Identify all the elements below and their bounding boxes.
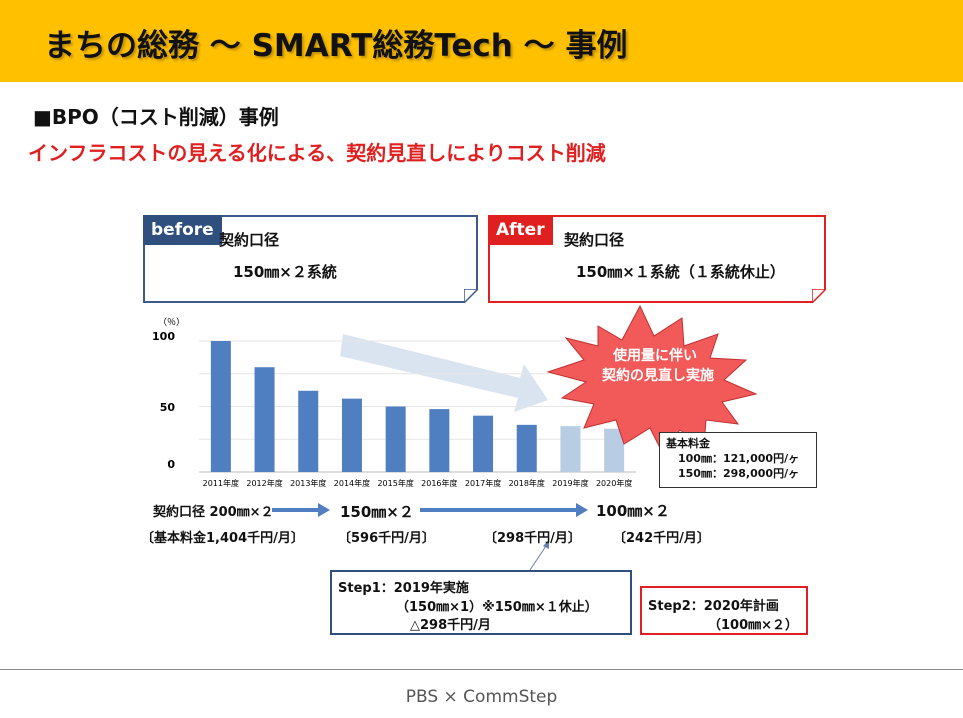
- timeline-cost4: 〔242千円/月〕: [613, 531, 710, 546]
- footer-text: PBS × CommStep: [405, 687, 558, 707]
- timeline-cost1: 〔基本料金1,404千円/月〕: [141, 531, 304, 546]
- chart-bar: [604, 428, 625, 472]
- y-unit-label: （％）: [158, 317, 185, 328]
- before-value: 150㎜×２系統: [233, 263, 337, 281]
- timeline-arrow-1-icon: [272, 503, 330, 517]
- x-tick-label: 2011年度: [203, 478, 239, 488]
- y-tick-label: 100: [152, 330, 175, 343]
- before-card: before 契約口径 150㎜×２系統: [143, 215, 478, 303]
- y-tick-label: 50: [160, 401, 176, 414]
- trend-arrow-icon: [340, 334, 548, 412]
- x-tick-label: 2017年度: [465, 478, 501, 488]
- chart-bar: [298, 390, 319, 472]
- timeline-cost2: 〔596千円/月〕: [338, 531, 435, 546]
- chart-bar: [210, 341, 231, 472]
- timeline-cost3: 〔298千円/月〕: [484, 531, 581, 546]
- page-fold-icon: [464, 289, 478, 303]
- timeline-arrow-2-icon: [420, 503, 588, 517]
- price-box-line2: 150㎜：298,000円/ヶ: [678, 467, 800, 480]
- step1-line2: △298千円/月: [410, 618, 491, 633]
- chart-bar: [560, 426, 581, 472]
- burst-line2: 契約の見直し実施: [601, 367, 714, 384]
- timeline-mid: 150㎜×２: [340, 503, 414, 521]
- after-tag: After: [488, 215, 553, 245]
- step1-box: Step1：2019年実施 （150㎜×1）※150㎜×１休止） △298千円/…: [330, 570, 632, 635]
- section-heading: ■BPO（コスト削減）事例: [33, 105, 279, 129]
- x-tick-label: 2016年度: [421, 478, 457, 488]
- y-tick-label: 0: [167, 458, 175, 471]
- step1-title: Step1：2019年実施: [338, 581, 469, 596]
- footer-divider: [0, 669, 963, 670]
- page-title: まちの総務 〜 SMART総務Tech 〜 事例: [44, 28, 628, 64]
- step2-line1: （100㎜×２）: [708, 618, 799, 633]
- after-label: 契約口径: [564, 231, 625, 249]
- price-box-title: 基本料金: [666, 437, 710, 450]
- x-tick-label: 2019年度: [552, 478, 588, 488]
- x-tick-label: 2013年度: [290, 478, 326, 488]
- step-pointer-icon: [529, 540, 549, 571]
- chart-bar: [429, 409, 450, 472]
- chart-bar: [385, 406, 406, 472]
- burst-line1: 使用量に伴い: [612, 347, 697, 364]
- timeline-end: 100㎜×２: [596, 502, 670, 520]
- x-tick-label: 2015年度: [377, 478, 413, 488]
- chart-bar: [341, 398, 362, 472]
- x-tick-label: 2012年度: [246, 478, 282, 488]
- chart-bar: [473, 415, 494, 472]
- step2-box: Step2：2020年計画 （100㎜×２）: [640, 586, 808, 635]
- price-box-line1: 100㎜：121,000円/ヶ: [678, 452, 800, 465]
- x-tick-label: 2014年度: [334, 478, 370, 488]
- after-card: After 契約口径 150㎜×１系統（１系統休止）: [488, 215, 826, 303]
- timeline-start: 契約口径 200㎜×２: [153, 505, 274, 520]
- x-tick-label: 2018年度: [509, 478, 545, 488]
- base-price-box: 基本料金 100㎜：121,000円/ヶ 150㎜：298,000円/ヶ: [659, 432, 817, 488]
- page-fold-icon: [812, 289, 826, 303]
- x-tick-label: 2020年度: [596, 478, 632, 488]
- chart-bar: [516, 424, 537, 472]
- before-label: 契約口径: [219, 231, 280, 249]
- before-tag: before: [143, 215, 222, 245]
- chart-bar: [254, 367, 275, 472]
- step2-title: Step2：2020年計画: [648, 599, 779, 614]
- section-subheading: インフラコストの見える化による、契約見直しによりコスト削減: [28, 141, 606, 165]
- title-banner: まちの総務 〜 SMART総務Tech 〜 事例: [0, 0, 963, 82]
- after-value: 150㎜×１系統（１系統休止）: [576, 263, 785, 281]
- step1-line1: （150㎜×1）※150㎜×１休止）: [396, 600, 598, 615]
